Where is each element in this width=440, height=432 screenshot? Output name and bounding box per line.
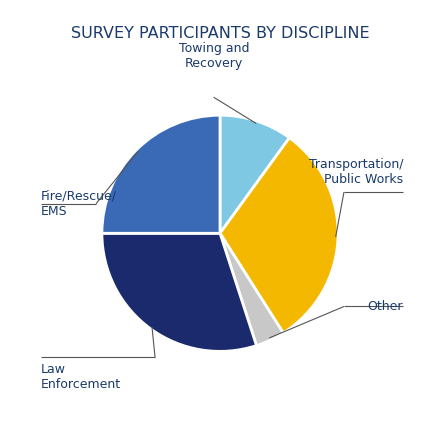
Text: Fire/Rescue/
EMS: Fire/Rescue/ EMS	[40, 190, 117, 218]
Wedge shape	[220, 233, 283, 346]
Wedge shape	[220, 115, 290, 233]
Text: Towing and
Recovery: Towing and Recovery	[179, 42, 249, 70]
Wedge shape	[102, 115, 220, 233]
Text: Other: Other	[367, 300, 403, 313]
Text: SURVEY PARTICIPANTS BY DISCIPLINE: SURVEY PARTICIPANTS BY DISCIPLINE	[71, 26, 369, 41]
Wedge shape	[220, 138, 338, 333]
Wedge shape	[102, 233, 257, 351]
Text: Transportation/
Public Works: Transportation/ Public Works	[308, 158, 403, 186]
Text: Law
Enforcement: Law Enforcement	[40, 363, 121, 391]
